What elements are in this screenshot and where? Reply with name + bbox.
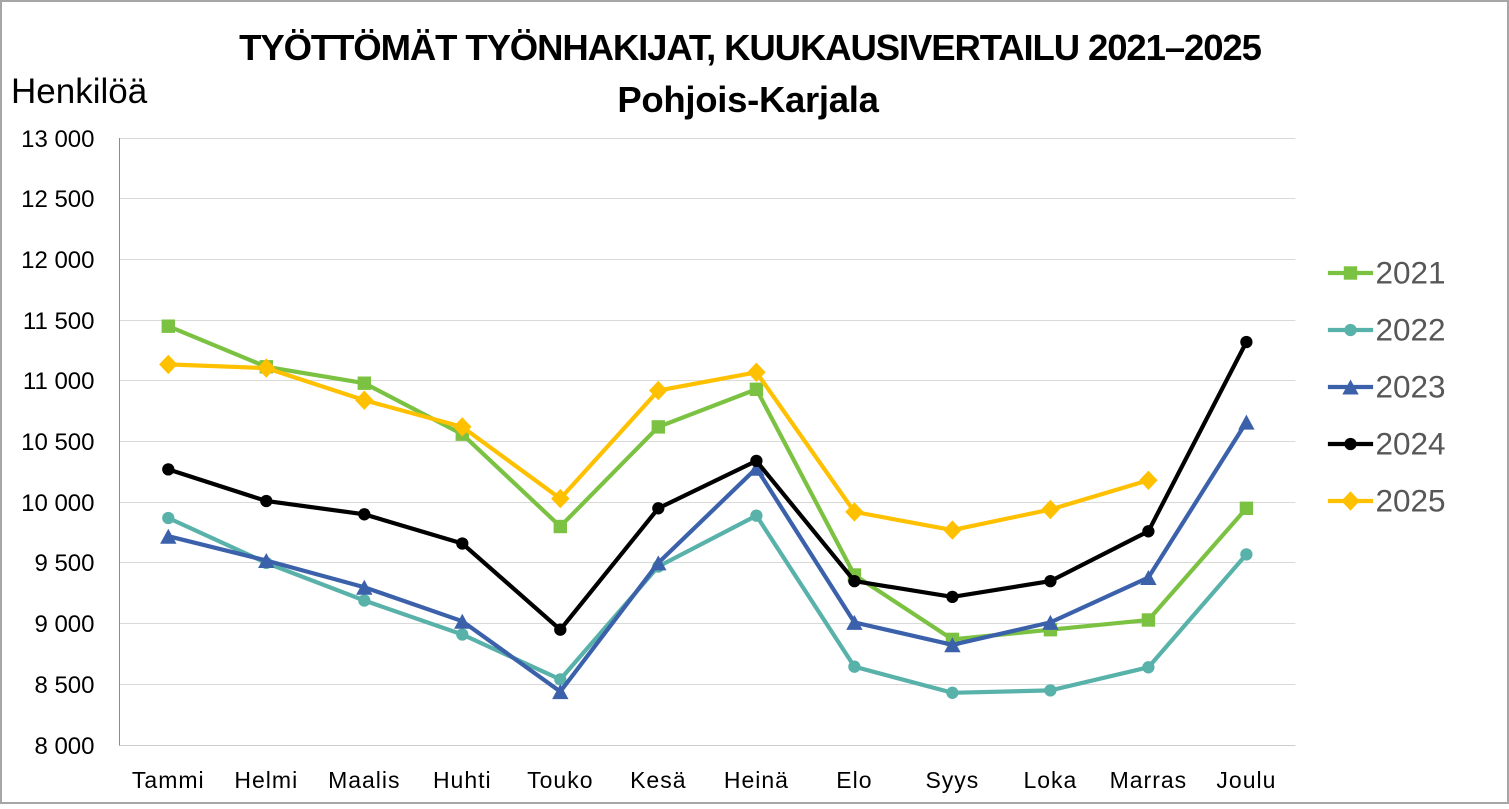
svg-text:11 500: 11 500 [23,308,95,335]
svg-text:Kesä: Kesä [630,767,686,793]
svg-text:9 000: 9 000 [34,611,94,638]
svg-text:TYÖTTÖMÄT TYÖNHAKIJAT, KUUKAUS: TYÖTTÖMÄT TYÖNHAKIJAT, KUUKAUSIVERTAILU … [239,27,1261,68]
svg-text:9 500: 9 500 [34,550,94,577]
svg-text:Syys: Syys [925,767,979,793]
svg-text:Heinä: Heinä [724,767,789,793]
svg-text:2023: 2023 [1376,368,1446,404]
svg-text:Joulu: Joulu [1216,767,1276,793]
svg-text:2024: 2024 [1376,425,1446,461]
svg-text:Tammi: Tammi [132,767,205,793]
svg-text:12 000: 12 000 [21,247,94,274]
svg-text:Loka: Loka [1023,767,1077,793]
svg-text:Huhti: Huhti [433,767,492,793]
svg-text:Elo: Elo [836,767,872,793]
svg-text:Touko: Touko [527,767,593,793]
svg-text:8 000: 8 000 [34,733,94,760]
svg-text:Helmi: Helmi [234,767,298,793]
svg-text:8 500: 8 500 [34,672,94,699]
svg-text:2025: 2025 [1376,482,1446,518]
svg-text:10 500: 10 500 [21,429,94,456]
svg-text:2021: 2021 [1376,254,1446,290]
svg-text:Pohjois-Karjala: Pohjois-Karjala [617,79,879,120]
svg-text:Maalis: Maalis [328,767,400,793]
svg-text:13 000: 13 000 [21,126,94,153]
svg-text:Marras: Marras [1110,767,1188,793]
svg-text:2022: 2022 [1376,311,1446,347]
svg-text:10 000: 10 000 [21,490,94,517]
svg-text:11 000: 11 000 [23,368,95,395]
svg-text:Henkilöä: Henkilöä [11,72,148,111]
svg-text:12 500: 12 500 [21,186,94,213]
